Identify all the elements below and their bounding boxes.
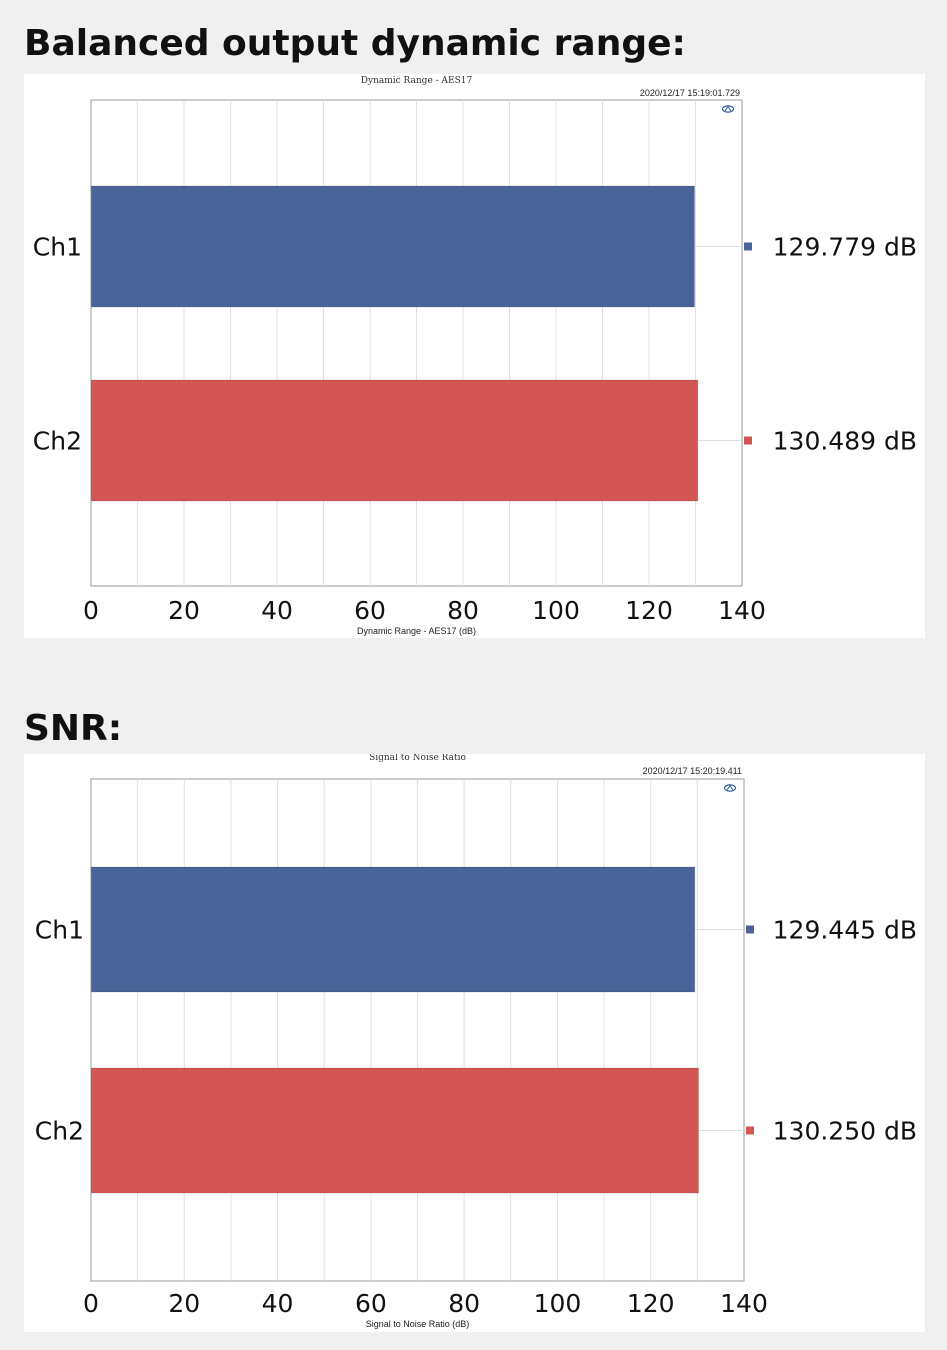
legend-marker-ch1 (746, 925, 754, 934)
x-axis-label: Dynamic Range - AES17 (dB) (357, 626, 476, 636)
snr-heading: SNR: (24, 708, 123, 749)
bar-ch2 (91, 1067, 700, 1194)
ap-logo-icon (721, 105, 735, 113)
logo-mark (724, 105, 732, 112)
chart-title: Signal to Noise Ratio (369, 754, 466, 763)
snr-chart: Signal to Noise Ratio 2020/12/17 15:20:19… (35, 754, 917, 1329)
x-tick-label: 0 (83, 596, 99, 625)
bar-ch1 (91, 866, 696, 993)
legend-marker-ch1 (744, 242, 752, 251)
legend-marker-ch2 (746, 1126, 754, 1135)
x-tick-label: 40 (262, 1289, 294, 1318)
x-tick-label: 0 (83, 1289, 99, 1318)
bar-ch1 (91, 185, 695, 308)
x-tick-label: 80 (448, 1289, 480, 1318)
x-tick-label: 100 (534, 1289, 582, 1318)
x-tick-label: 60 (355, 1289, 387, 1318)
x-tick-label: 20 (168, 596, 200, 625)
dynamic-range-chart: Dynamic Range - AES17 2020/12/17 15:19:01… (33, 76, 917, 636)
bar-ch2 (91, 379, 699, 502)
chart-title: Dynamic Range - AES17 (361, 76, 473, 86)
chart-timestamp: 2020/12/17 15:19:01.729 (640, 88, 740, 98)
x-tick-label: 140 (718, 596, 766, 625)
chart-timestamp: 2020/12/17 15:20:19.411 (643, 766, 742, 776)
value-label: 130.489 dB (773, 427, 917, 456)
x-tick-label: 40 (261, 596, 293, 625)
legend-marker-ch2 (744, 436, 752, 445)
x-tick-label: 60 (354, 596, 386, 625)
x-tick-label: 120 (625, 596, 673, 625)
x-tick-label: 120 (627, 1289, 675, 1318)
snr-panel: Signal to Noise Ratio 2020/12/17 15:20:19… (24, 754, 925, 1332)
value-label: 129.779 dB (773, 233, 917, 262)
x-tick-label: 80 (447, 596, 479, 625)
value-label: 129.445 dB (773, 916, 917, 945)
x-axis-label: Signal to Noise Ratio (dB) (366, 1319, 470, 1329)
category-label: Ch2 (33, 427, 82, 456)
x-tick-label: 140 (720, 1289, 768, 1318)
ap-logo-icon (723, 784, 737, 792)
value-label: 130.250 dB (773, 1117, 917, 1146)
category-label: Ch1 (35, 916, 84, 945)
x-tick-label: 100 (532, 596, 580, 625)
dynamic-range-heading: Balanced output dynamic range: (24, 23, 686, 64)
category-label: Ch2 (35, 1117, 84, 1146)
logo-mark (726, 784, 734, 791)
x-tick-label: 20 (168, 1289, 200, 1318)
dynamic-range-panel: Dynamic Range - AES17 2020/12/17 15:19:01… (24, 74, 925, 638)
category-label: Ch1 (33, 233, 82, 262)
